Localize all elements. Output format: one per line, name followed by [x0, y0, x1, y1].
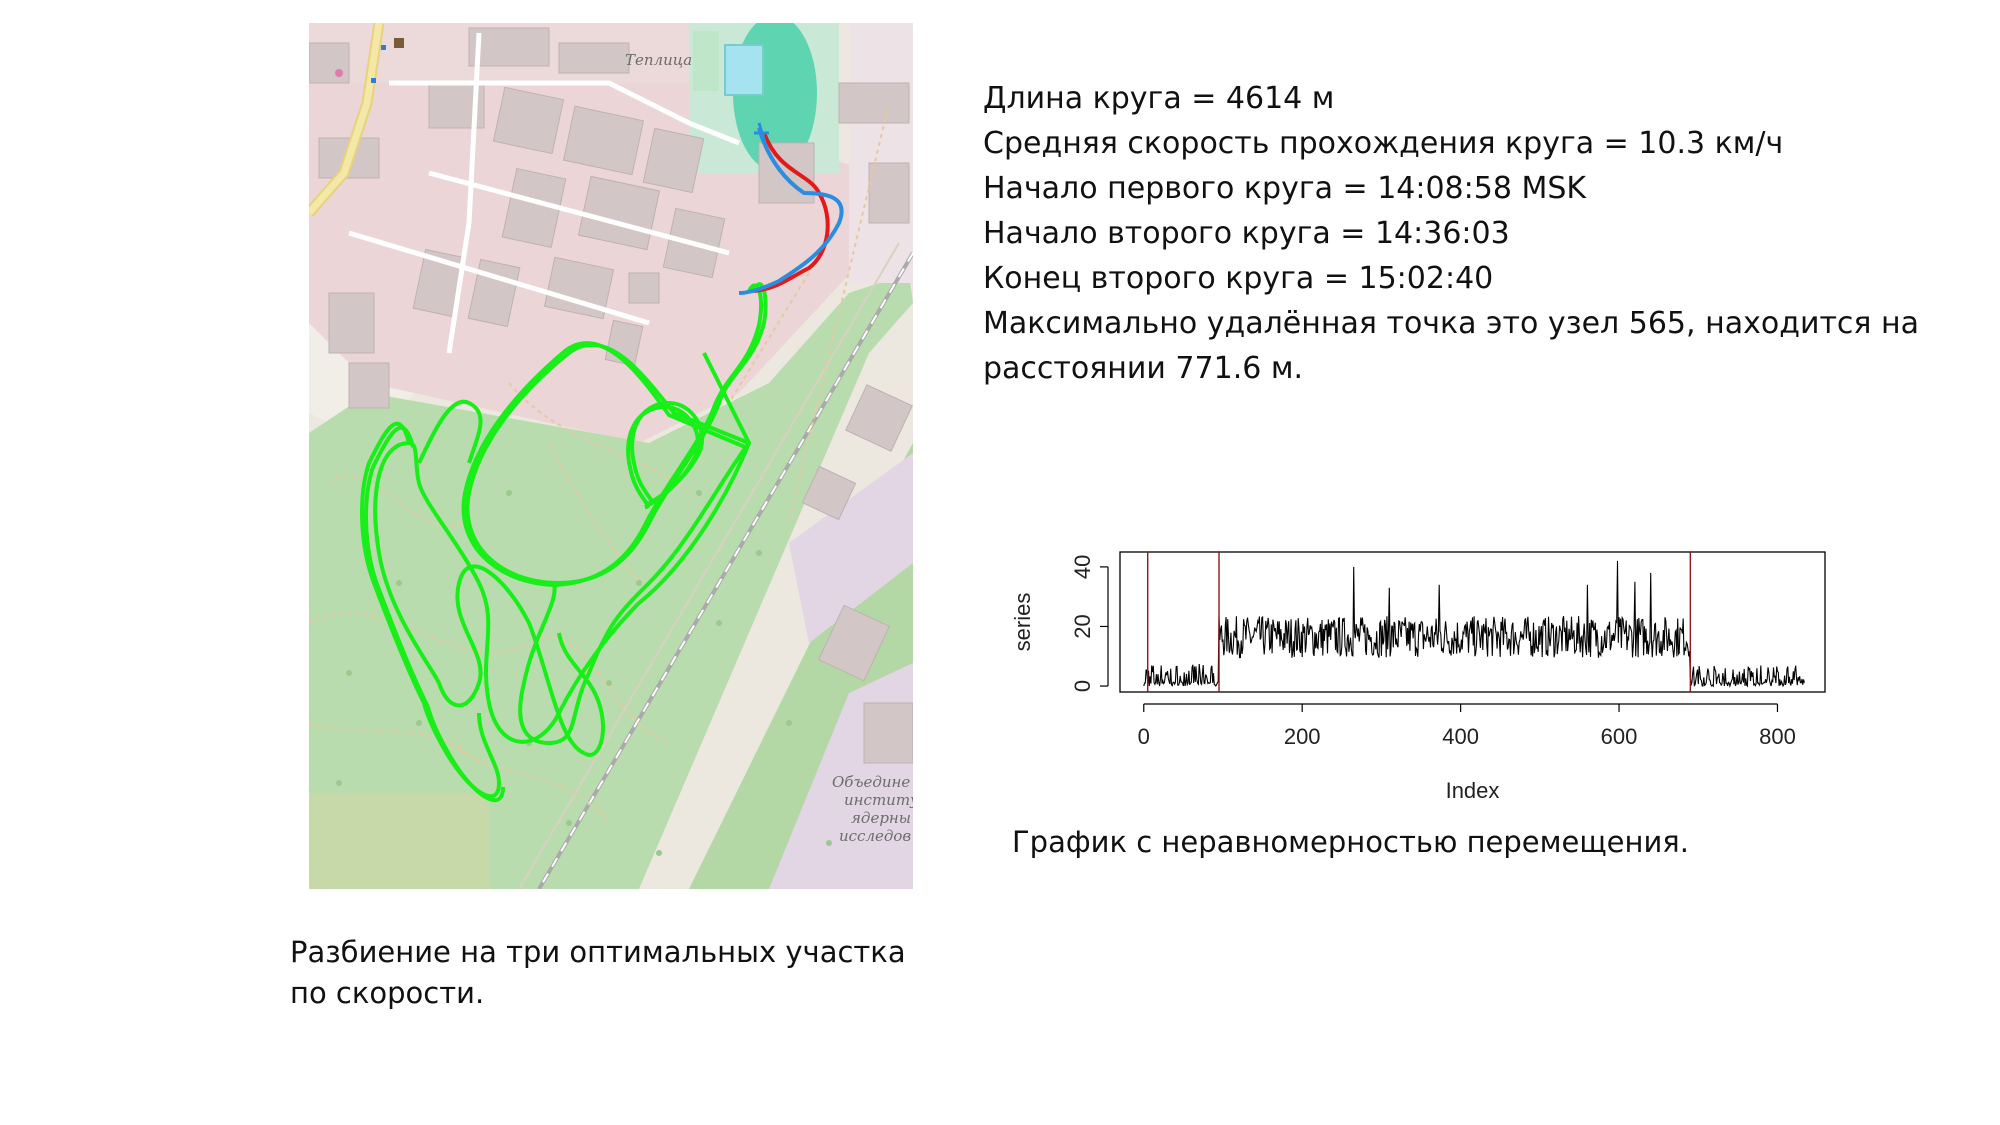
- chart-caption: График с неравномерностью перемещения.: [1012, 825, 1689, 859]
- y-axis-label: series: [1010, 593, 1035, 652]
- forest-area: [309, 273, 913, 889]
- map-caption-line-1: Разбиение на три оптимальных участка: [290, 935, 906, 969]
- map-canvas: [309, 23, 913, 889]
- info-line-first-lap-start: Начало первого круга = 14:08:58 MSK: [983, 171, 1587, 206]
- info-line-distance: расстоянии 771.6 м.: [983, 351, 1304, 386]
- x-tick-label-4: 800: [1759, 724, 1796, 749]
- route-blue-segment: [738, 127, 844, 295]
- info-line-lap-length: Длина круга = 4614 м: [983, 81, 1335, 116]
- x-tick-label-0: 0: [1138, 724, 1150, 749]
- y-tick-label-0: 0: [1070, 680, 1095, 692]
- lap-statistics: Длина круга = 4614 м Средняя скорость пр…: [983, 76, 1923, 391]
- x-tick-label-3: 600: [1601, 724, 1638, 749]
- map-label-greenhouse: Теплица: [625, 51, 693, 69]
- route-main: [360, 282, 768, 803]
- info-line-avg-speed: Средняя скорость прохождения круга = 10.…: [983, 126, 1784, 161]
- info-line-second-lap-end: Конец второго круга = 15:02:40: [983, 261, 1494, 296]
- x-tick-label-2: 400: [1442, 724, 1479, 749]
- plot-frame: [1119, 551, 1826, 693]
- map-caption: Разбиение на три оптимальных участка по …: [290, 932, 906, 1014]
- speed-chart: 0 200 400 600 800 Index 0 20 40 series: [980, 530, 1850, 830]
- info-line-second-lap-start: Начало второго круга = 14:36:03: [983, 216, 1510, 251]
- landmark-icon: [394, 38, 404, 48]
- x-tick-label-1: 200: [1284, 724, 1321, 749]
- x-axis-label: Index: [1446, 778, 1500, 803]
- route-map[interactable]: Теплица Объедине институ ядерны исследов: [309, 23, 913, 889]
- series-line: [1143, 560, 1805, 689]
- route-red-segment: [753, 132, 830, 293]
- map-label-institute-4: исследов: [839, 827, 912, 845]
- map-caption-line-2: по скорости.: [290, 976, 485, 1010]
- chart-svg: 0 200 400 600 800 Index 0 20 40 series: [1010, 551, 1826, 803]
- info-line-farthest-point: Максимально удалённая точка это узел 565…: [983, 306, 1919, 341]
- map-label-institute-3: ядерны: [851, 809, 912, 827]
- y-tick-label-1: 20: [1070, 614, 1095, 638]
- map-label-institute-2: институ: [844, 791, 913, 809]
- map-label-institute-1: Объедине: [832, 773, 911, 791]
- y-tick-label-2: 40: [1070, 555, 1095, 579]
